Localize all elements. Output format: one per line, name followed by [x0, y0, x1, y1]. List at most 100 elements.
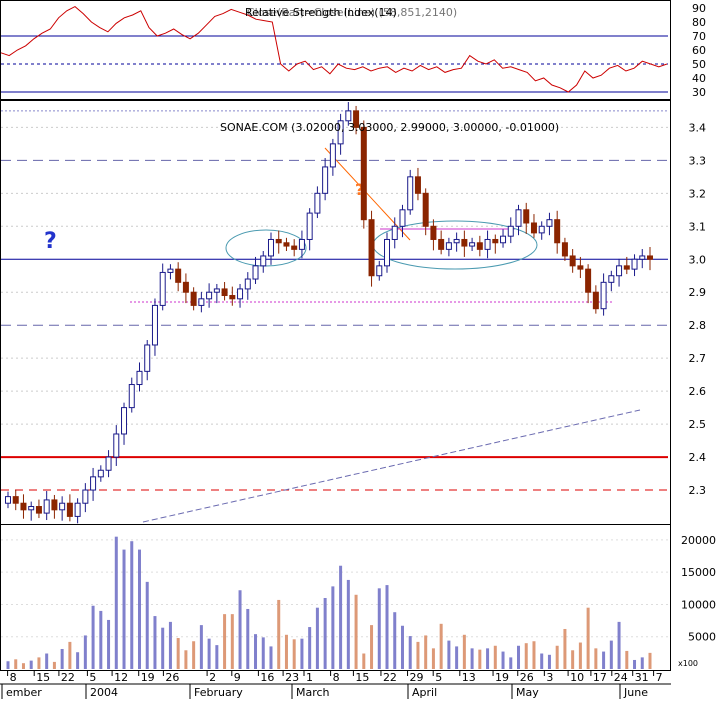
volume-bar [29, 660, 33, 669]
candle-body [445, 242, 452, 250]
volume-bar [14, 659, 18, 669]
candle-body [51, 499, 58, 511]
volume-bar [284, 634, 288, 669]
x-month-label: February [194, 686, 243, 699]
x-day-label: 8 [10, 671, 17, 684]
volume-tick-label: 20000 [681, 534, 716, 547]
candle-body [368, 219, 375, 277]
candle-body [554, 219, 561, 244]
x-day-label: 10 [570, 671, 584, 684]
candle-body [260, 255, 267, 267]
volume-bar [346, 579, 350, 669]
price-tick-label: 3.1 [689, 220, 707, 233]
candle-body [569, 255, 576, 267]
x-month-label: March [296, 686, 330, 699]
x-month-label: April [412, 686, 437, 699]
volume-bar [586, 607, 590, 669]
volume-bar [517, 645, 521, 669]
price-grid: 2.3 2.4 2.5 2.6 2.7 2.8 2.9 3.0 3.1 3.2 3.3 3.4 [1, 110, 707, 497]
candle-body [43, 499, 50, 514]
volume-bar [145, 581, 149, 669]
candle-body [136, 370, 143, 386]
volume-bar [60, 648, 64, 669]
x-day-label: 22 [61, 671, 75, 684]
volume-bar [254, 634, 258, 669]
candle-body [35, 506, 42, 514]
candle-body [639, 255, 646, 260]
volume-bar [114, 536, 118, 669]
volume-bar [315, 607, 319, 669]
volume-bar [478, 649, 482, 669]
price-tick-label: 3.4 [689, 121, 707, 134]
volume-bar [563, 628, 567, 669]
volume-bar [292, 639, 296, 669]
x-day-label: 13 [462, 671, 476, 684]
candle-body [190, 291, 197, 306]
rsi-line [0, 6, 668, 93]
rsi-tick-label: 90 [692, 2, 706, 15]
volume-bar [137, 549, 141, 669]
price-tick-label: 2.6 [689, 385, 707, 398]
volume-tick-label: 5000 [688, 631, 716, 644]
volume-bar [122, 549, 126, 669]
volume-bar [493, 645, 497, 669]
candle-body [90, 476, 97, 491]
candle-body [407, 176, 414, 211]
candle-body [105, 456, 112, 471]
candlestick-series [5, 101, 653, 524]
volume-bar [230, 614, 234, 669]
x-day-label: 24 [614, 671, 628, 684]
candle-body [414, 176, 421, 194]
volume-bar [223, 614, 227, 669]
candle-body [59, 502, 66, 511]
candle-body [322, 166, 329, 194]
volume-bar [540, 653, 544, 669]
candle-body [306, 212, 313, 240]
rsi-series [0, 6, 668, 93]
x-day-label: 26 [520, 671, 534, 684]
candle-body [391, 225, 398, 240]
volume-bar [594, 648, 598, 669]
candle-body [546, 219, 553, 227]
candle-body [97, 469, 104, 478]
x-day-label: 29 [410, 671, 424, 684]
volume-bar [68, 641, 72, 669]
volume-bar [602, 651, 606, 669]
price-title: SONAE.COM (3.02000, 3.03000, 2.99000, 3.… [220, 121, 559, 134]
volume-bar [617, 621, 621, 669]
candle-body [5, 496, 11, 504]
volume-bar [501, 651, 505, 669]
x-day-label: 23 [285, 671, 299, 684]
volume-bar [161, 627, 165, 669]
candle-body [631, 258, 638, 270]
volume-bar [625, 650, 629, 669]
candle-body [213, 288, 220, 293]
volume-unit-label: x100 [678, 659, 698, 668]
candle-body [144, 344, 151, 372]
x-month-label: June [623, 686, 648, 699]
candle-body [384, 238, 391, 267]
x-day-label: 19 [495, 671, 509, 684]
candle-body [20, 502, 27, 511]
volume-bar [331, 586, 335, 669]
candle-body [461, 238, 468, 247]
candle-body [430, 225, 437, 240]
candle-body [623, 265, 630, 270]
candle-body [167, 268, 174, 273]
candle-body [221, 288, 228, 297]
volume-bar [400, 625, 404, 669]
candle-body [345, 110, 352, 122]
x-day-label: 2 [209, 671, 216, 684]
candle-body [353, 110, 360, 128]
candle-body [492, 238, 499, 244]
price-tick-label: 3.0 [689, 253, 707, 266]
rsi-tick-label: 40 [692, 72, 706, 85]
candle-body [113, 433, 120, 458]
price-panel [0, 100, 671, 525]
volume-bar [76, 652, 80, 669]
candle-body [592, 291, 599, 310]
volume-bar [431, 648, 435, 669]
volume-bar [555, 645, 559, 669]
